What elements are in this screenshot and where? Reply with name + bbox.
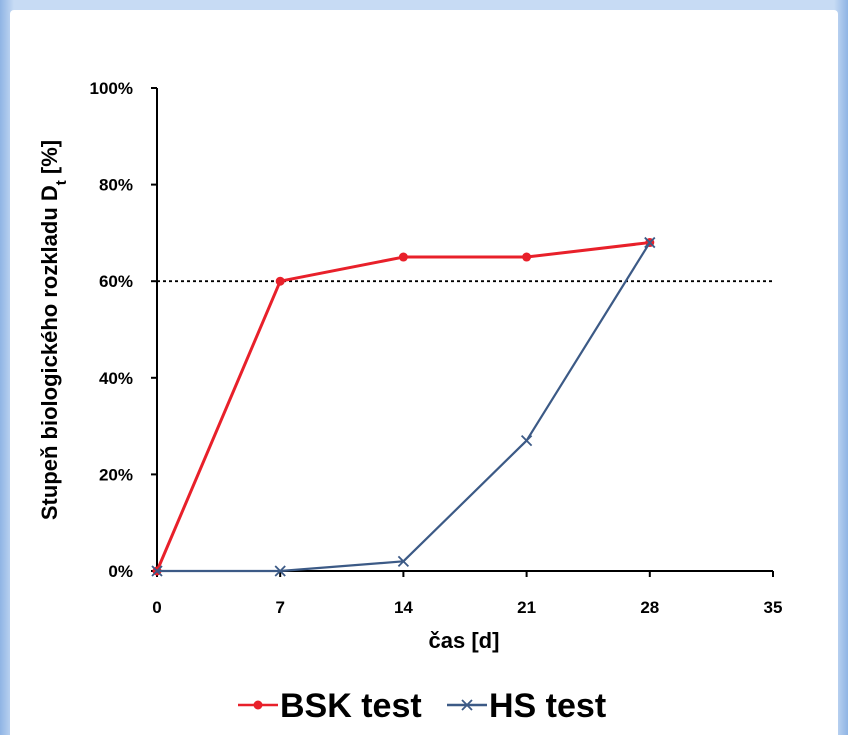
data-point xyxy=(274,565,286,577)
series-line-hs-test xyxy=(157,241,651,573)
data-point xyxy=(644,236,656,249)
y-tick-label: 40% xyxy=(99,369,133,388)
data-point xyxy=(522,252,532,262)
y-tick-label: 80% xyxy=(99,176,133,195)
data-point xyxy=(275,276,285,286)
x-tick-label: 14 xyxy=(394,598,413,617)
data-point xyxy=(398,252,408,262)
x-tick-label: 7 xyxy=(275,598,284,617)
chart-panel xyxy=(10,10,838,735)
y-tick-label: 60% xyxy=(99,272,133,291)
legend: BSK test HS test xyxy=(238,687,606,725)
legend-marker xyxy=(253,700,263,710)
legend-label: HS test xyxy=(489,687,606,725)
plot-area: 0% 20% 40% 60% 80% 100% 0 7 14 21 28 35 xyxy=(90,79,783,617)
x-axis-title: čas [d] xyxy=(429,628,500,653)
legend-marker xyxy=(461,699,473,711)
y-axis-title: Stupeň biologického rozkladu Dt [%] xyxy=(37,140,70,520)
x-tick-label: 21 xyxy=(517,598,536,617)
y-tick-label: 0% xyxy=(108,562,133,581)
x-tick-label: 35 xyxy=(764,598,783,617)
series-line-bsk-test xyxy=(155,241,650,572)
y-tick-label: 20% xyxy=(99,465,133,484)
x-tick-label: 0 xyxy=(152,598,161,617)
data-point xyxy=(520,434,533,447)
legend-item: BSK test xyxy=(238,687,422,725)
legend-item: HS test xyxy=(447,687,606,725)
legend-label: BSK test xyxy=(280,687,422,725)
x-tick-label: 28 xyxy=(640,598,659,617)
y-tick-label: 100% xyxy=(90,79,133,98)
data-point xyxy=(397,555,410,567)
data-point xyxy=(151,565,163,577)
